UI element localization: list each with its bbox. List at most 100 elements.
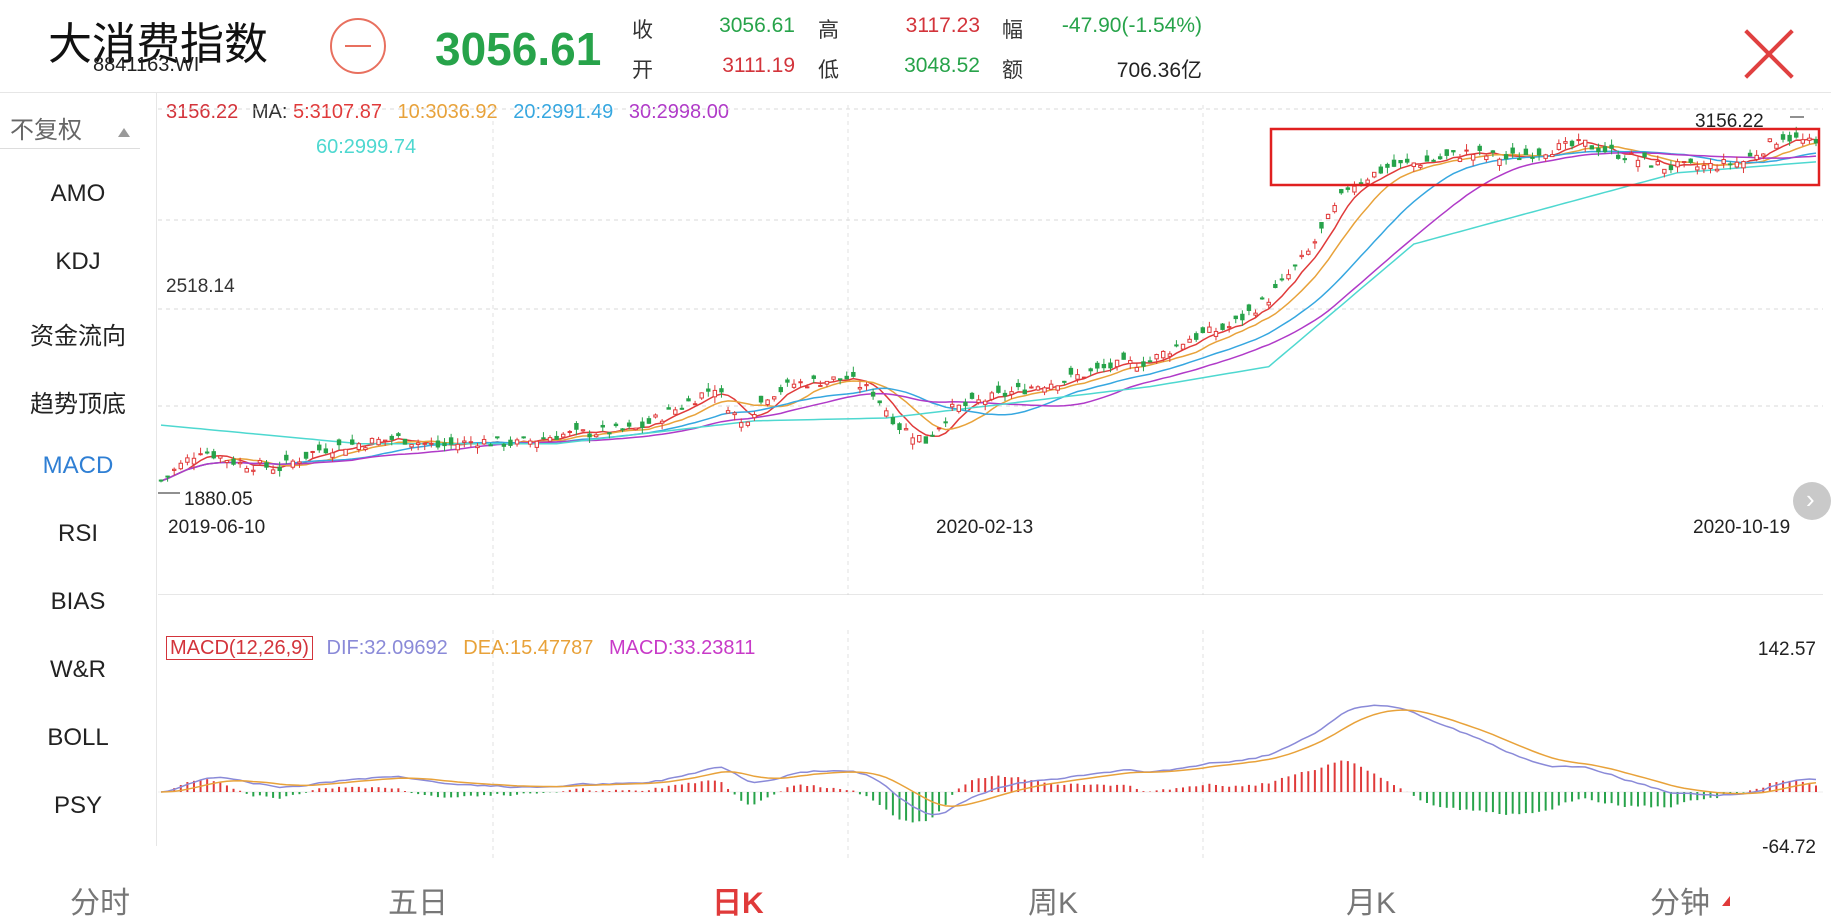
x-axis-date-label: 2019-06-10: [168, 517, 265, 538]
candle-body: [712, 389, 718, 398]
candle-body: [1378, 166, 1384, 174]
candle: [765, 399, 770, 407]
dif-line: [160, 704, 1817, 816]
candle-body: [495, 436, 500, 439]
candle-body: [409, 443, 414, 448]
sidebar-item-kdj[interactable]: KDJ: [55, 248, 101, 275]
candle: [488, 442, 493, 447]
candle-body: [1081, 376, 1087, 379]
candle: [686, 395, 691, 402]
candle: [732, 411, 737, 421]
candle: [1583, 139, 1588, 153]
kline-chart[interactable]: 2518.14 3156.22 1880.05 2019-06-10 2020-02-1…: [158, 95, 1823, 595]
candle: [1615, 150, 1621, 160]
tab-monthly-k[interactable]: 月K: [1346, 887, 1397, 920]
candle-body: [1161, 350, 1166, 359]
candle: [1075, 368, 1080, 383]
candle-body: [251, 469, 256, 472]
candle: [1306, 248, 1311, 256]
tab-weekly-k[interactable]: 周K: [1028, 887, 1079, 920]
amount-label: 额: [1002, 59, 1023, 82]
scroll-right-button[interactable]: [1793, 482, 1831, 520]
amount-value: 706.36亿: [1116, 59, 1202, 82]
candle-body: [613, 423, 619, 427]
candle-body: [936, 427, 942, 430]
candle-body: [488, 444, 493, 447]
candle-body: [976, 399, 981, 403]
sidebar-item-macd[interactable]: MACD: [42, 452, 114, 479]
tab-intraday[interactable]: 分时: [70, 887, 130, 920]
candle-body: [1180, 343, 1186, 350]
minute-dropdown-icon[interactable]: [1722, 896, 1730, 906]
candle: [1128, 356, 1133, 370]
close-icon[interactable]: [1742, 26, 1796, 80]
candle: [402, 438, 408, 445]
candle: [1352, 181, 1357, 196]
change-value: -47.90(-1.54%): [1061, 14, 1202, 37]
candle: [1391, 154, 1397, 168]
sidebar-item-boll[interactable]: BOLL: [47, 724, 109, 751]
candle-body: [422, 442, 427, 445]
tab-five-day[interactable]: 五日: [388, 887, 448, 920]
candle-body: [455, 443, 460, 451]
candle: [1108, 358, 1113, 373]
macd-params[interactable]: MACD(12,26,9): [166, 636, 313, 660]
candle-body: [956, 404, 962, 412]
candle-body: [983, 400, 988, 405]
candle: [930, 431, 935, 437]
candle: [1095, 361, 1100, 373]
candle: [1180, 343, 1186, 351]
candle-body: [1385, 163, 1390, 168]
candle: [659, 419, 665, 430]
candle-body: [1075, 374, 1080, 380]
candle-body: [1747, 152, 1753, 157]
candle-body: [1550, 154, 1555, 158]
sidebar-item-bias[interactable]: BIAS: [50, 588, 106, 615]
candle-body: [1794, 132, 1799, 138]
tab-daily-k[interactable]: 日K: [712, 887, 764, 920]
sidebar-item-capital-flow[interactable]: 资金流向: [30, 323, 126, 350]
candle: [409, 443, 414, 451]
sidebar-item-amo[interactable]: AMO: [50, 180, 106, 207]
sidebar-item-psy[interactable]: PSY: [53, 792, 103, 819]
candle: [1668, 160, 1674, 174]
candle-body: [1761, 153, 1766, 157]
remove-watchlist-button[interactable]: [330, 18, 386, 74]
candle: [1378, 164, 1384, 175]
candle-body: [1609, 144, 1614, 149]
candle-body: [1042, 387, 1047, 393]
candle-body: [1134, 366, 1140, 372]
candle-body: [1648, 165, 1654, 168]
candle-body: [574, 423, 579, 430]
index-name: 大消费指数: [48, 20, 268, 69]
min-price-label: 1880.05: [184, 489, 253, 510]
candle: [976, 394, 981, 405]
candle: [745, 421, 751, 428]
sidebar-item-trend[interactable]: 趋势顶底: [30, 391, 126, 418]
candle-body: [950, 403, 955, 408]
candle: [218, 454, 223, 463]
sidebar-item-wr[interactable]: W&R: [50, 656, 106, 683]
macd-chart[interactable]: 142.57 -64.72: [158, 630, 1823, 858]
candle-body: [1345, 187, 1351, 190]
candle: [1635, 156, 1641, 172]
candle: [264, 460, 269, 470]
candle-body: [1088, 368, 1093, 372]
sidebar-item-rsi[interactable]: RSI: [57, 520, 98, 547]
candle-body: [171, 468, 177, 471]
candle: [844, 371, 849, 380]
candle: [435, 435, 441, 450]
candle: [1609, 139, 1614, 155]
candle: [336, 438, 342, 450]
candle-body: [1299, 254, 1304, 258]
candle: [1800, 133, 1806, 147]
fq-select[interactable]: 不复权: [0, 104, 140, 149]
candle: [857, 381, 863, 394]
candle: [1536, 147, 1542, 161]
candle-body: [1035, 386, 1041, 391]
candle: [620, 428, 625, 433]
tab-minute[interactable]: 分钟: [1650, 887, 1710, 920]
candle-body: [969, 392, 975, 399]
candle: [1444, 149, 1449, 160]
candle-body: [1503, 154, 1509, 160]
